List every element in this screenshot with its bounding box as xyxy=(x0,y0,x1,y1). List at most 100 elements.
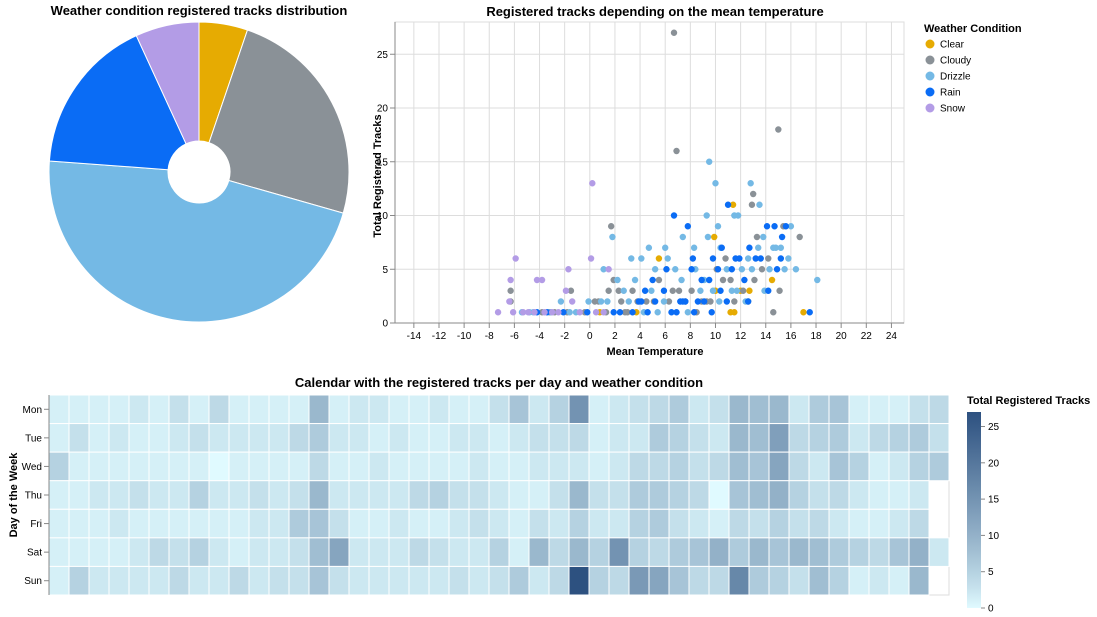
heatmap-cell xyxy=(488,508,510,539)
heatmap-cell xyxy=(828,423,850,453)
color-bar-tick-label: 10 xyxy=(988,531,1000,542)
heatmap-cell xyxy=(648,537,670,567)
heatmap-cell xyxy=(508,423,530,453)
scatter-point-snow xyxy=(512,255,519,262)
heatmap-cell xyxy=(728,394,750,425)
heatmap-cell xyxy=(508,480,530,510)
heatmap-cell xyxy=(808,394,830,425)
heatmap-cell xyxy=(548,394,570,425)
x-tick-label: -10 xyxy=(457,331,472,342)
heatmap-cell xyxy=(108,537,130,567)
pie-slice-drizzle xyxy=(48,160,344,323)
heatmap-cell xyxy=(528,423,550,453)
x-tick-label: -2 xyxy=(560,331,569,342)
scatter-point-drizzle xyxy=(697,287,704,294)
heatmap-cell xyxy=(748,537,770,567)
scatter-point-cloudy xyxy=(688,287,695,294)
scatter-y-axis-label: Total Registered Tracks xyxy=(372,114,384,237)
y-tick-label: 0 xyxy=(382,319,388,330)
scatter-point-drizzle xyxy=(781,266,788,273)
heatmap-cell xyxy=(308,423,330,453)
heatmap-cell xyxy=(768,451,790,482)
heatmap-cell xyxy=(768,423,790,453)
heatmap-cell xyxy=(588,451,610,482)
scatter-point-snow xyxy=(600,309,607,316)
heatmap-cell xyxy=(588,394,610,425)
scatter-point-cloudy xyxy=(675,287,683,294)
y-tick-label: 15 xyxy=(377,157,389,168)
heatmap-cell xyxy=(588,423,610,453)
heatmap-cell xyxy=(508,537,530,567)
heatmap-cell xyxy=(308,451,330,482)
scatter-point-drizzle xyxy=(712,180,719,187)
heatmap-cell xyxy=(728,423,750,453)
heatmap-cell xyxy=(248,394,270,425)
heatmap-cell xyxy=(588,480,610,510)
heatmap-cell xyxy=(868,451,890,482)
heatmap-cell xyxy=(648,480,670,510)
heatmap-cell xyxy=(828,537,850,567)
heatmap-cell xyxy=(208,480,230,510)
pie-slice-cloudy xyxy=(208,29,350,214)
scatter-point-cloudy xyxy=(507,287,514,294)
legend-label-drizzle: Drizzle xyxy=(940,72,971,83)
scatter-point-drizzle xyxy=(760,233,767,241)
heatmap-cell xyxy=(128,394,150,425)
heatmap-cell xyxy=(748,480,770,510)
heatmap-cell xyxy=(728,508,750,539)
heatmap-cell xyxy=(668,480,690,510)
heatmap-cell xyxy=(648,394,670,425)
scatter-point-rain xyxy=(709,255,717,262)
heatmap-cell xyxy=(528,451,550,482)
heatmap-legend-title: Total Registered Tracks xyxy=(967,395,1090,407)
scatter-point-snow xyxy=(548,309,556,316)
heatmap-title: Calendar with the registered tracks per … xyxy=(295,375,703,390)
heatmap-cell xyxy=(528,394,550,425)
heatmap-cell xyxy=(248,537,270,567)
scatter-point-snow xyxy=(494,309,502,316)
heatmap-cell xyxy=(768,537,790,567)
heatmap-cell xyxy=(388,394,410,425)
scatter-point-snow xyxy=(592,309,600,316)
heatmap-cell xyxy=(208,394,230,425)
heatmap-cell xyxy=(468,537,490,567)
heatmap-cell xyxy=(148,480,170,510)
heatmap-cell xyxy=(388,480,410,510)
heatmap-cell xyxy=(388,508,410,539)
heatmap-cell xyxy=(708,451,730,482)
scatter-point-cloudy xyxy=(749,190,757,198)
scatter-point-drizzle xyxy=(614,276,621,284)
x-tick-label: 12 xyxy=(735,331,747,342)
heatmap-cell xyxy=(208,508,230,539)
heatmap-cell xyxy=(788,480,810,510)
heatmap-cell xyxy=(188,394,210,425)
heatmap-cell xyxy=(628,480,650,510)
heatmap-cell xyxy=(268,451,290,482)
legend-swatch-cloudy xyxy=(925,55,935,65)
heatmap-cell xyxy=(328,480,350,510)
heatmap-cell xyxy=(488,451,510,482)
scatter-point-rain xyxy=(682,298,689,305)
heatmap-cell xyxy=(428,537,450,567)
heatmap-cell xyxy=(388,565,410,596)
heatmap-cell xyxy=(568,451,590,482)
heatmap-cell xyxy=(928,451,950,482)
scatter-point-rain xyxy=(717,287,724,294)
scatter-point-drizzle xyxy=(703,212,710,219)
heatmap-cell xyxy=(228,423,250,453)
heatmap-cell xyxy=(608,423,630,453)
scatter-point-drizzle xyxy=(792,266,800,273)
heatmap-cell xyxy=(528,537,550,567)
heatmap-cell xyxy=(688,451,710,482)
heatmap-cell xyxy=(368,451,390,482)
color-bar-tick-label: 20 xyxy=(988,458,1000,469)
heatmap-cell xyxy=(648,508,670,539)
scatter-point-rain xyxy=(616,309,624,316)
scatter-point-rain xyxy=(668,309,675,316)
heatmap-cell xyxy=(48,394,70,425)
heatmap-cell xyxy=(848,394,870,425)
heatmap-cell xyxy=(648,565,670,596)
scatter-point-drizzle xyxy=(787,223,795,230)
scatter-chart-title: Registered tracks depending on the mean … xyxy=(486,4,823,19)
heatmap-cell xyxy=(888,565,910,596)
